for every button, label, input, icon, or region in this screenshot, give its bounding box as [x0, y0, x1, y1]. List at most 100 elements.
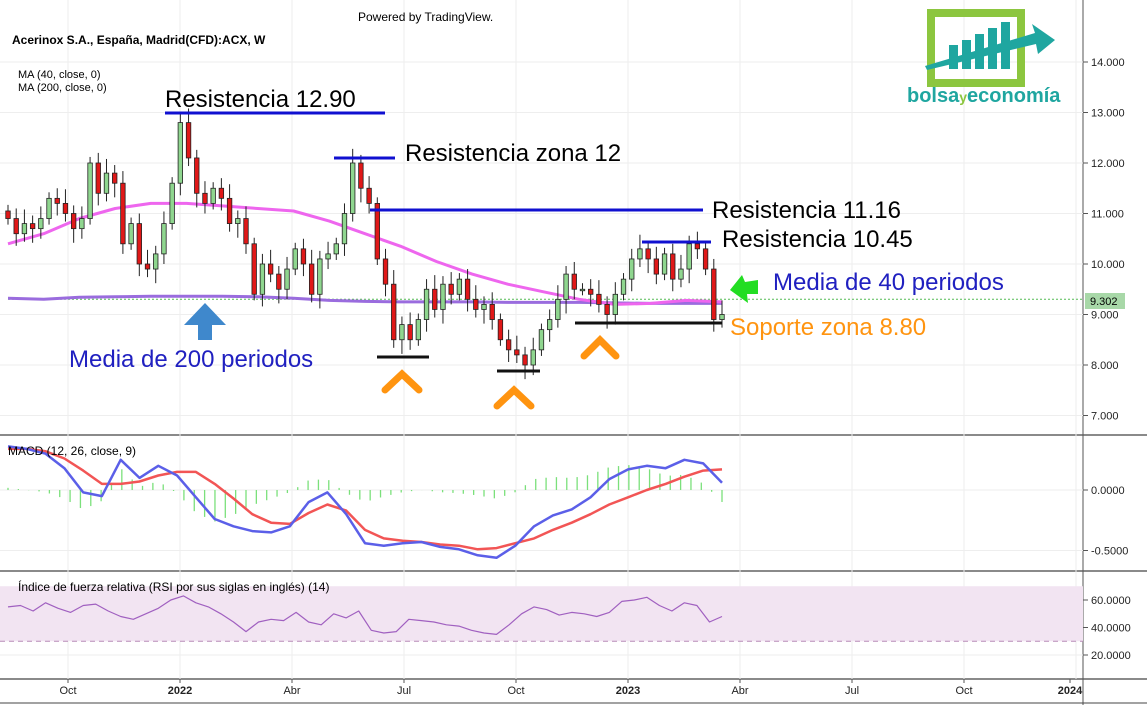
resistance-1045-label: Resistencia 10.45 [722, 226, 913, 253]
candle-body [374, 202, 380, 260]
x-tick-label: 2022 [168, 685, 192, 697]
ma40-note: Media de 40 periodos [773, 269, 1004, 296]
candle-body [21, 223, 28, 235]
candle-body [555, 298, 561, 320]
candle-body [194, 157, 200, 194]
candle [694, 231, 701, 259]
chevron-up-icon [580, 335, 620, 360]
candle [62, 189, 69, 222]
candle [38, 206, 44, 239]
candle-body [702, 248, 709, 270]
candle [79, 206, 85, 239]
candle-body [202, 192, 208, 204]
candle [350, 148, 356, 222]
candle [555, 285, 561, 328]
candle-body [317, 258, 323, 295]
candle [292, 242, 298, 276]
candle-body [629, 258, 635, 280]
candle [153, 245, 159, 284]
candle-body [276, 273, 282, 290]
candle [661, 247, 668, 281]
candle [210, 182, 216, 210]
candle-body [432, 288, 438, 310]
candle [95, 152, 101, 206]
candle [415, 313, 422, 346]
candle [620, 273, 627, 301]
candle-body [612, 293, 618, 315]
y-tick-label: 14.000 [1091, 57, 1125, 69]
candle-body [226, 197, 233, 225]
candle [514, 335, 520, 363]
candle [267, 249, 274, 283]
candle-body [358, 162, 364, 189]
candle-body [144, 263, 151, 270]
x-tick-label: 2023 [616, 685, 640, 697]
x-tick-label: Oct [507, 685, 524, 697]
candle [588, 279, 594, 307]
resistance-1290-label: Resistencia 12.90 [165, 86, 356, 113]
candle-body [399, 324, 405, 341]
candle-body [341, 213, 348, 245]
candle [391, 270, 397, 348]
y-axis-price: 14.000 13.000 12.000 11.000 10.000 9.000 8.000… [1083, 57, 1125, 423]
candle-body [218, 187, 225, 199]
svg-text:bolsayeconomía: bolsayeconomía [907, 85, 1061, 107]
candle-body [473, 298, 479, 310]
candle [448, 272, 454, 305]
last-price-badge: 9.302 [1085, 293, 1125, 309]
candle-body [546, 319, 553, 331]
y-tick-label: 11.000 [1091, 209, 1124, 221]
y-tick-label: 40.0000 [1091, 623, 1131, 635]
y-tick-label: 8.000 [1091, 360, 1119, 372]
candle [202, 181, 208, 214]
candle [29, 215, 36, 243]
candle-body [596, 293, 602, 305]
candle-body [661, 253, 668, 275]
candle [333, 237, 339, 260]
candle [440, 276, 446, 324]
rsi-legend: Índice de fuerza relativa (RSI por sus s… [18, 579, 329, 594]
candle-body [637, 248, 643, 260]
annotation-lines [165, 111, 722, 373]
candle-body [185, 122, 192, 159]
candle [300, 238, 307, 277]
candle-body [448, 283, 454, 295]
candle-body [571, 273, 577, 290]
candle-body [407, 324, 413, 341]
arrow-up-icon [184, 303, 226, 340]
candle [243, 206, 249, 254]
candle [366, 176, 372, 214]
rsi-band [0, 586, 1083, 642]
candle [341, 203, 348, 256]
candle-body [497, 319, 504, 341]
candle-body [87, 162, 93, 219]
candle [161, 211, 167, 264]
candle-body [522, 354, 528, 366]
candle-body [103, 172, 110, 194]
y-axis-macd: 0.0000 -0.5000 [1083, 485, 1128, 558]
chevron-up-icon [493, 385, 535, 410]
last-price-label: 9.302 [1090, 296, 1118, 308]
candle [571, 261, 577, 300]
candle [686, 235, 692, 284]
candle [218, 178, 225, 211]
candle [538, 323, 545, 356]
resistance-12-label: Resistencia zona 12 [405, 140, 621, 167]
macd-line [7, 445, 723, 560]
candle [136, 213, 142, 277]
candle-body [440, 283, 446, 310]
candle-body [128, 223, 134, 245]
candle [46, 192, 52, 225]
candle [481, 296, 487, 324]
candle-body [161, 223, 167, 255]
candle [711, 258, 717, 332]
candle-body [120, 182, 126, 245]
candle [637, 234, 643, 268]
ma200-note: Media de 200 periodos [69, 346, 313, 373]
support-chevrons [381, 335, 620, 410]
candle-body [604, 303, 610, 315]
candle [144, 249, 151, 278]
x-tick-label: Jul [397, 685, 411, 697]
candle-body [579, 288, 586, 292]
x-tick-label: Oct [59, 685, 76, 697]
